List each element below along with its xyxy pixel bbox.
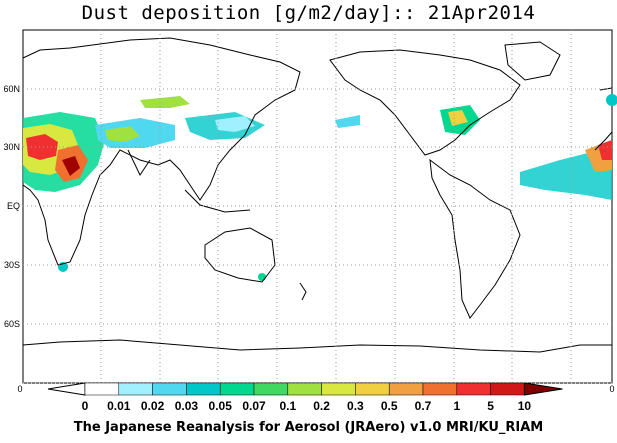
colorbar-label: 0.07 [242,399,266,413]
colorbar-zero-right: 0 [609,384,614,394]
colorbar-arrow-left [47,382,86,396]
colorbar-label: 0.1 [279,399,296,413]
colorbar-bin [118,382,153,396]
colorbar-bin [84,382,120,396]
colorbar-label: 0.5 [381,399,398,413]
colorbar-bin [219,382,255,396]
colorbar-bin [321,382,356,396]
colorbar-bin [186,382,221,396]
footer-credit: The Japanese Reanalysis for Aerosol (JRA… [73,420,544,435]
colorbar-bin [490,382,525,396]
colorbar-bin [355,382,390,396]
coastlines [22,37,613,353]
colorbar-bin [287,382,322,396]
lat-label-30n: 30N [3,142,20,152]
colorbar-bin [422,382,458,396]
colorbar-label: 0.2 [313,399,330,413]
colorbar-arrow-right [523,382,563,396]
colorbar-label: 0.01 [107,399,131,413]
colorbar-bin [152,382,187,396]
colorbar-label: 0.05 [209,399,233,413]
colorbar-bin [253,382,289,396]
colorbar [47,382,563,396]
lat-label-60s: 60S [4,319,20,329]
colorbar-label: 5 [487,399,494,413]
colorbar-zero-left: 0 [17,384,22,394]
colorbar-label: 0.7 [415,399,432,413]
lat-label-60n: 60N [3,84,20,94]
colorbar-label: 0.3 [347,399,364,413]
dust-plumes [23,94,617,281]
colorbar-label: 10 [518,399,532,413]
colorbar-label: 0.02 [141,399,165,413]
colorbar-bin [456,382,491,396]
colorbar-label: 0 [82,399,89,413]
colorbar-bin [388,382,424,396]
map-title: Dust deposition [g/m2/day]:: 21Apr2014 [81,2,536,24]
lat-label-30s: 30S [4,260,20,270]
graticule [23,30,612,384]
lat-label-eq: EQ [7,201,20,211]
colorbar-label: 1 [453,399,460,413]
colorbar-label: 0.03 [175,399,199,413]
